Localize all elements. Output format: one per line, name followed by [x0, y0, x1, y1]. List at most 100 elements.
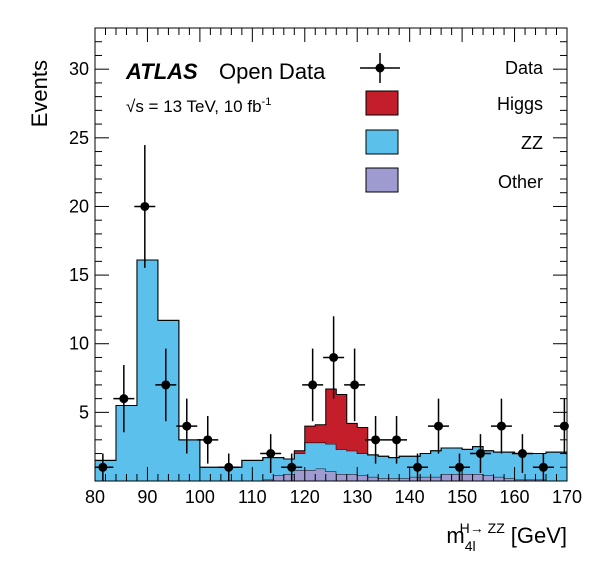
tick-labels: 80 90 100 110 120 130 140 150 160 170 5 10 15 20 25 30 — [69, 59, 582, 507]
zz-bar — [388, 457, 400, 479]
legend-label-zz: ZZ — [521, 133, 543, 153]
zz-bar — [472, 446, 484, 475]
legend-data-marker — [375, 63, 385, 73]
data-point-marker — [224, 462, 234, 472]
data-point — [260, 434, 282, 473]
other-bar — [367, 476, 379, 481]
higgs-bar — [336, 394, 348, 450]
data-point-marker — [454, 462, 464, 472]
data-point-marker — [329, 352, 339, 362]
zz-bar — [168, 320, 180, 481]
zz-bar — [367, 454, 379, 477]
other-bar — [283, 474, 295, 481]
higgs-bar — [325, 389, 337, 444]
data-point — [113, 365, 135, 433]
data-point — [365, 416, 387, 464]
x-tick-label: 160 — [500, 487, 530, 507]
zz-bar — [126, 405, 138, 481]
legend-item-zz: ZZ — [365, 129, 543, 155]
zz-bar — [525, 453, 536, 480]
data-point-marker — [308, 380, 318, 390]
other-bar — [378, 478, 390, 481]
open-data-label: Open Data — [219, 59, 326, 84]
x-tick-label: 140 — [395, 487, 425, 507]
data-points — [95, 145, 569, 481]
zz-bar — [399, 456, 411, 479]
zz-bar — [115, 405, 127, 481]
data-point — [407, 453, 429, 481]
other-bar — [336, 474, 348, 481]
zz-bar — [304, 442, 316, 471]
zz-bar — [493, 452, 505, 477]
data-point — [490, 398, 512, 454]
zz-bar — [462, 449, 473, 475]
data-point-marker — [413, 462, 423, 472]
y-tick-label: 30 — [69, 59, 89, 79]
x-tick-label: 110 — [238, 487, 267, 507]
data-point — [197, 416, 219, 464]
data-point-marker — [371, 435, 381, 445]
data-point-marker — [287, 462, 297, 472]
legend-label-data: Data — [505, 58, 544, 78]
legend-item-data: Data — [360, 53, 544, 83]
zz-bar — [273, 457, 285, 476]
other-bar — [514, 479, 526, 481]
legend: Data Higgs ZZ Other — [360, 53, 544, 193]
legend-swatch-higgs — [365, 90, 399, 116]
x-tick-label: 170 — [552, 487, 582, 507]
other-bar — [493, 476, 505, 481]
other-bar — [357, 475, 369, 481]
zz-bar — [325, 443, 337, 472]
zz-bar — [420, 453, 432, 477]
data-point — [386, 416, 408, 464]
y-tick-label: 5 — [79, 402, 89, 422]
zz-bar — [241, 460, 253, 481]
zz-bar — [430, 450, 442, 477]
other-bar — [441, 474, 453, 481]
y-tick-label: 10 — [69, 334, 89, 354]
x-tick-label: 130 — [342, 487, 372, 507]
data-point — [511, 434, 533, 473]
data-point-marker — [350, 380, 360, 390]
data-point — [532, 453, 554, 481]
data-point-marker — [496, 421, 506, 431]
higgs-bar — [304, 426, 316, 443]
other-bar — [315, 468, 327, 481]
axis-ticks — [94, 27, 568, 481]
higgs-bar — [357, 427, 369, 454]
higgs-series — [95, 259, 567, 468]
other-bar — [388, 478, 400, 481]
other-bar — [472, 474, 484, 481]
legend-swatch-zz — [365, 129, 399, 155]
y-axis-label: Events — [27, 60, 52, 127]
other-bar — [409, 476, 421, 481]
data-point-marker — [517, 449, 527, 459]
data-point — [323, 316, 345, 399]
data-point — [344, 348, 366, 422]
other-bar — [294, 470, 306, 481]
data-point-marker — [182, 421, 192, 431]
x-tick-label: 120 — [290, 487, 320, 507]
other-bar — [262, 479, 274, 481]
zz-bar — [252, 460, 264, 481]
data-point-marker — [266, 449, 276, 459]
zz-bar — [441, 448, 453, 475]
data-point-marker — [203, 435, 213, 445]
energy-luminosity-label: √s = 13 TeV, 10 fb-1 — [126, 96, 271, 116]
data-point — [281, 453, 303, 481]
other-bar — [346, 474, 358, 481]
other-bar — [399, 478, 411, 481]
other-bar — [420, 476, 432, 481]
plot-frame — [94, 27, 568, 482]
data-point-marker — [161, 380, 171, 390]
zz-bar — [483, 450, 494, 476]
y-tick-label: 20 — [69, 196, 89, 216]
zz-bar — [231, 467, 243, 481]
zz-bar — [136, 259, 148, 481]
legend-item-higgs: Higgs — [365, 90, 543, 116]
zz-bar — [210, 467, 222, 481]
other-bar — [525, 479, 536, 481]
y-tick-label: 25 — [69, 128, 89, 148]
data-point — [155, 348, 177, 422]
